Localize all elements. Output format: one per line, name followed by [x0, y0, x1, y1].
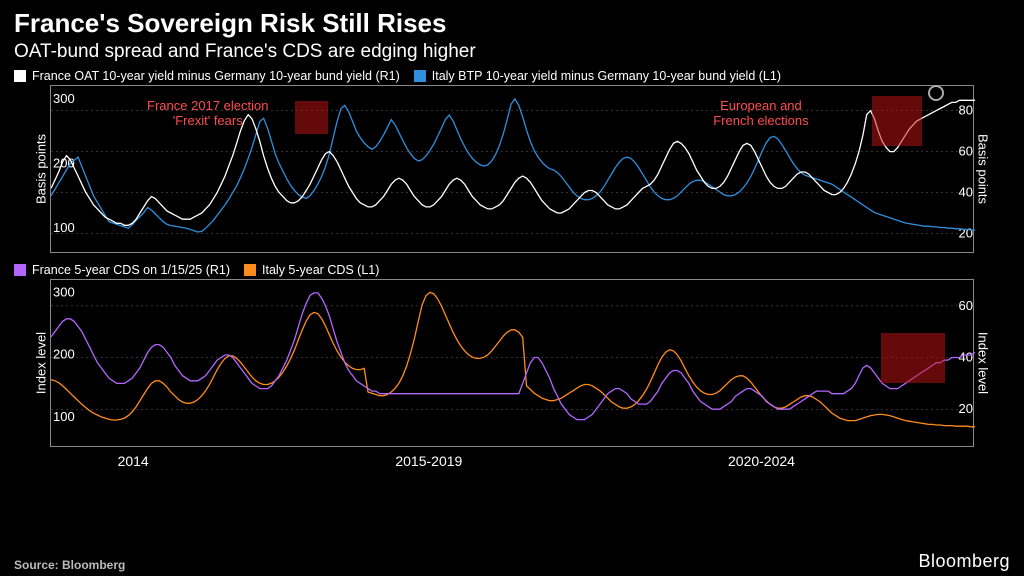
- france-cds-line: [51, 293, 975, 420]
- legend-label: France 5-year CDS on 1/15/25 (R1): [32, 263, 230, 277]
- svg-text:60: 60: [959, 298, 973, 313]
- chart-title: France's Sovereign Risk Still Rises: [14, 8, 1010, 39]
- svg-text:100: 100: [53, 220, 75, 235]
- svg-text:100: 100: [53, 409, 75, 424]
- top-right-axis-label: Basis points: [976, 134, 991, 204]
- bottom-right-axis-label: Index level: [976, 332, 991, 394]
- legend-swatch: [244, 264, 256, 276]
- svg-text:300: 300: [53, 284, 75, 299]
- brand-label: Bloomberg: [918, 551, 1010, 572]
- chart-subtitle: OAT-bund spread and France's CDS are edg…: [14, 41, 1010, 63]
- xaxis-tick-label: 2020-2024: [728, 453, 795, 469]
- legend-swatch: [414, 70, 426, 82]
- legend-item: Italy 5-year CDS (L1): [244, 263, 379, 277]
- top-legend: France OAT 10-year yield minus Germany 1…: [14, 65, 1010, 85]
- legend-label: France OAT 10-year yield minus Germany 1…: [32, 69, 400, 83]
- legend-label: Italy BTP 10-year yield minus Germany 10…: [432, 69, 781, 83]
- bottom-panel: France 5-year CDS on 1/15/25 (R1) Italy 5…: [0, 259, 1024, 475]
- legend-item: France 5-year CDS on 1/15/25 (R1): [14, 263, 230, 277]
- france-spread-line: [51, 100, 975, 225]
- italy-cds-line: [51, 292, 975, 426]
- svg-text:300: 300: [53, 91, 75, 106]
- svg-text:40: 40: [959, 185, 973, 200]
- legend-swatch: [14, 264, 26, 276]
- xaxis-tick-label: 2014: [118, 453, 149, 469]
- svg-text:200: 200: [53, 347, 75, 362]
- svg-text:20: 20: [959, 401, 973, 416]
- top-panel: France OAT 10-year yield minus Germany 1…: [0, 65, 1024, 253]
- legend-label: Italy 5-year CDS (L1): [262, 263, 379, 277]
- xaxis-tick-label: 2015-2019: [395, 453, 462, 469]
- italy-spread-line: [51, 99, 975, 232]
- bottom-left-axis-label: Index level: [34, 332, 49, 394]
- legend-item: Italy BTP 10-year yield minus Germany 10…: [414, 69, 781, 83]
- svg-text:80: 80: [959, 103, 973, 118]
- bottom-legend: France 5-year CDS on 1/15/25 (R1) Italy 5…: [14, 259, 1010, 279]
- top-left-axis-label: Basis points: [34, 134, 49, 204]
- svg-text:60: 60: [959, 144, 973, 159]
- source-label: Source: Bloomberg: [14, 558, 125, 572]
- legend-item: France OAT 10-year yield minus Germany 1…: [14, 69, 400, 83]
- svg-text:20: 20: [959, 226, 973, 241]
- legend-swatch: [14, 70, 26, 82]
- end-marker-icon: [928, 85, 944, 101]
